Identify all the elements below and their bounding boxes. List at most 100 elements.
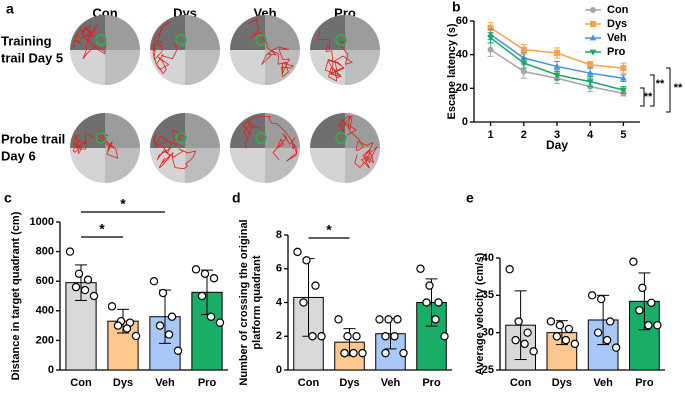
marker <box>590 7 596 13</box>
maze-quadrant <box>345 50 380 85</box>
maze-quadrant <box>345 113 380 148</box>
marker <box>554 49 560 56</box>
data-point <box>596 294 606 304</box>
data-point <box>629 257 638 266</box>
data-point <box>416 264 425 273</box>
data-point <box>422 298 431 307</box>
maze-quadrant <box>265 113 300 148</box>
data-point <box>552 332 562 341</box>
data-point <box>167 312 177 321</box>
y-tick-label: 6 <box>276 263 282 275</box>
y-axis-label: Average velocity (cm/s) <box>474 252 486 375</box>
platform <box>95 34 107 46</box>
significance-bracket <box>650 74 655 107</box>
platform <box>335 34 347 46</box>
data-point <box>334 315 343 324</box>
bar <box>107 320 139 371</box>
data-point <box>164 330 174 339</box>
row-label: Probe trail <box>1 131 65 146</box>
data-point <box>434 298 443 307</box>
data-point <box>200 269 210 278</box>
swim-track <box>153 129 197 170</box>
y-tick-label: 800 <box>36 246 54 258</box>
significance: * <box>99 221 105 237</box>
data-point <box>638 283 647 293</box>
y-tick-label: 30 <box>482 327 494 339</box>
y-tick-label: 2 <box>276 330 282 342</box>
marker <box>520 68 527 75</box>
y-tick-label: 1000 <box>30 216 54 228</box>
data-point <box>65 247 75 256</box>
marker <box>553 62 561 69</box>
data-point <box>352 332 361 341</box>
data-point <box>302 256 311 265</box>
y-tick-label: 0 <box>48 364 54 376</box>
data-point <box>647 298 656 307</box>
data-point <box>384 315 393 324</box>
data-point <box>158 288 168 298</box>
data-point <box>570 339 580 349</box>
data-point <box>390 332 399 341</box>
platform <box>255 132 267 144</box>
marker <box>553 72 561 79</box>
platform <box>335 132 347 144</box>
row-label: trail Day 5 <box>1 50 63 65</box>
data-point <box>520 339 529 349</box>
row-label: Day 6 <box>1 148 36 163</box>
data-point <box>83 275 93 284</box>
x-tick-label: Pro <box>635 377 654 389</box>
data-point <box>299 298 308 307</box>
x-tick-label: Dys <box>552 377 572 389</box>
data-point <box>561 335 571 345</box>
panel-label: b <box>452 0 461 15</box>
data-point <box>440 332 449 341</box>
data-point <box>514 317 523 326</box>
data-point <box>71 282 81 292</box>
y-tick-label: 0 <box>462 116 468 128</box>
maze-quadrant <box>105 148 140 183</box>
significance: ** <box>656 78 665 90</box>
maze-quadrant <box>105 113 140 148</box>
marker <box>589 49 597 56</box>
maze-quadrant <box>345 15 380 50</box>
maze-quadrant <box>310 50 345 85</box>
row-label: Training <box>1 33 52 48</box>
significance: * <box>120 196 126 212</box>
x-tick-label: Veh <box>381 377 401 389</box>
maze-quadrant <box>70 148 105 183</box>
data-point <box>122 324 132 333</box>
data-point <box>131 331 141 341</box>
platform <box>255 34 267 46</box>
data-point <box>555 321 565 330</box>
x-tick-label: Dys <box>339 377 359 389</box>
swim-track <box>72 24 107 60</box>
data-point <box>173 346 183 355</box>
y-axis-label: Distance in target quadrant (cm) <box>10 211 22 380</box>
data-point <box>602 335 612 345</box>
y-tick-label: 25 <box>482 364 494 376</box>
significance: ** <box>674 82 683 94</box>
x-tick-label: Veh <box>155 377 175 389</box>
y-tick-label: 0 <box>276 364 282 376</box>
data-point <box>611 343 621 352</box>
swim-track <box>337 115 378 169</box>
data-point <box>587 291 597 300</box>
marker <box>620 87 627 94</box>
data-point <box>564 324 574 334</box>
y-tick-label: 200 <box>36 334 54 346</box>
x-tick-label: 1 <box>488 129 494 141</box>
swim-track <box>152 21 180 75</box>
y-axis-label: Number of crossing the original <box>238 219 250 385</box>
data-point <box>381 332 390 341</box>
data-point <box>107 302 117 311</box>
legend-label: Con <box>607 4 629 16</box>
x-tick-label: Pro <box>422 377 441 389</box>
swim-track <box>242 115 298 162</box>
data-point <box>80 285 90 295</box>
data-point <box>381 348 390 358</box>
data-point <box>523 328 532 337</box>
data-point <box>505 265 514 274</box>
significance: ** <box>644 91 653 103</box>
significance: * <box>326 222 332 238</box>
x-tick-label: Con <box>70 377 92 389</box>
